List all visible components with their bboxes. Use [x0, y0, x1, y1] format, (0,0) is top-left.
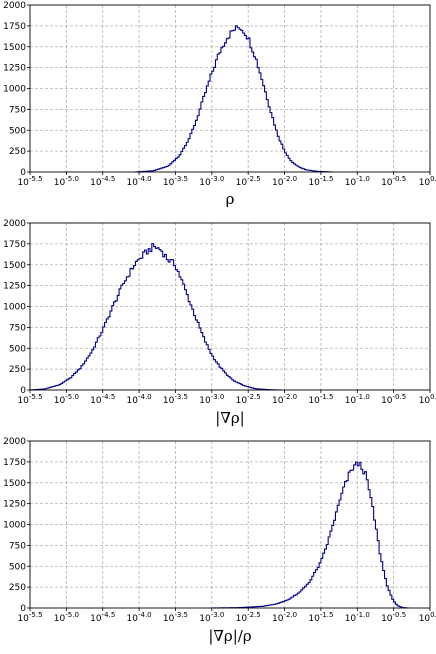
histogram-panel-3: 0 250 500 750 1000 1250 1500 1750 2000 10-5.5 10-5… — [3, 437, 436, 645]
x-tick-label: 10-5.0 — [54, 611, 79, 624]
y-tick-label: 0 — [20, 386, 26, 396]
x-tick-label: 10-2.5 — [236, 175, 261, 188]
histogram-panel-1: 0 250 500 750 1000 1250 1500 1750 2000 10-5.5 10-5… — [3, 1, 436, 208]
x-tick-label: 10-5.5 — [17, 393, 42, 406]
y-tick-label: 1750 — [3, 458, 26, 468]
x-tick-label: 10-1.5 — [308, 393, 333, 406]
y-tick-label: 1750 — [3, 240, 26, 250]
y-tick-label: 2000 — [3, 1, 26, 11]
y-tick-label: 1750 — [3, 22, 26, 32]
x-tick-label: 10-4.5 — [90, 175, 115, 188]
x-tick-label: 100.0 — [419, 393, 436, 406]
y-tick-label: 0 — [20, 604, 26, 614]
x-tick-label: 10-4.0 — [127, 611, 152, 624]
y-tick-label: 750 — [9, 541, 26, 551]
x-tick-label: 10-2.5 — [236, 611, 261, 624]
x-tick-label: 10-5.0 — [54, 175, 79, 188]
y-tick-label: 1250 — [3, 500, 26, 510]
y-tick-label: 0 — [20, 168, 26, 178]
histogram-panels: 0 250 500 750 1000 1250 1500 1750 2000 10-5.5 10-5… — [3, 1, 436, 645]
x-tick-label: 10-2.0 — [272, 175, 297, 188]
x-tick-label: 100.0 — [419, 611, 436, 624]
x-tick-label: 10-3.5 — [163, 175, 188, 188]
x-tick-label: 10-1.5 — [308, 611, 333, 624]
y-tick-label: 2000 — [3, 219, 26, 229]
x-tick-label: 10-0.5 — [381, 175, 406, 188]
x-tick-label: 10-1.0 — [345, 175, 370, 188]
x-axis-label: |∇ρ|/ρ — [208, 627, 251, 645]
y-tick-label: 1500 — [3, 479, 26, 489]
x-tick-label: 10-0.5 — [381, 393, 406, 406]
y-tick-label: 2000 — [3, 437, 26, 447]
y-tick-label: 500 — [9, 126, 26, 136]
x-axis-label: |∇ρ| — [215, 409, 244, 427]
x-tick-label: 10-4.0 — [127, 393, 152, 406]
x-tick-label: 10-1.0 — [345, 393, 370, 406]
x-tick-label: 10-3.0 — [199, 393, 224, 406]
y-tick-label: 1250 — [3, 64, 26, 74]
y-tick-label: 500 — [9, 562, 26, 572]
x-tick-label: 10-5.5 — [17, 611, 42, 624]
histogram-series — [29, 243, 282, 391]
y-tick-label: 1000 — [3, 521, 26, 531]
x-tick-label: 10-1.0 — [345, 611, 370, 624]
x-tick-label: 10-2.5 — [236, 393, 261, 406]
y-tick-label: 500 — [9, 344, 26, 354]
y-tick-label: 250 — [9, 583, 26, 593]
x-tick-label: 10-4.5 — [90, 393, 115, 406]
x-tick-label: 10-5.0 — [54, 393, 79, 406]
histogram-series — [134, 25, 333, 173]
x-axis-label: ρ — [226, 190, 235, 208]
x-tick-label: 10-3.5 — [163, 611, 188, 624]
y-tick-label: 250 — [9, 365, 26, 375]
x-tick-label: 10-2.0 — [272, 393, 297, 406]
y-tick-label: 750 — [9, 105, 26, 115]
histogram-series — [211, 461, 409, 609]
x-tick-label: 10-0.5 — [381, 611, 406, 624]
y-tick-label: 750 — [9, 323, 26, 333]
x-tick-label: 10-2.0 — [272, 611, 297, 624]
y-tick-label: 250 — [9, 147, 26, 157]
y-tick-label: 1000 — [3, 303, 26, 313]
x-tick-label: 10-3.5 — [163, 393, 188, 406]
y-tick-label: 1500 — [3, 43, 26, 53]
y-tick-label: 1500 — [3, 261, 26, 271]
x-tick-label: 10-4.5 — [90, 611, 115, 624]
y-tick-label: 1250 — [3, 282, 26, 292]
histogram-panel-2: 0 250 500 750 1000 1250 1500 1750 2000 10-5.5 10-5… — [3, 219, 436, 427]
x-tick-label: 10-3.0 — [199, 175, 224, 188]
x-tick-label: 10-1.5 — [308, 175, 333, 188]
x-tick-label: 100.0 — [419, 175, 436, 188]
x-tick-label: 10-5.5 — [17, 175, 42, 188]
y-tick-label: 1000 — [3, 85, 26, 95]
x-tick-label: 10-3.0 — [199, 611, 224, 624]
x-tick-label: 10-4.0 — [127, 175, 152, 188]
